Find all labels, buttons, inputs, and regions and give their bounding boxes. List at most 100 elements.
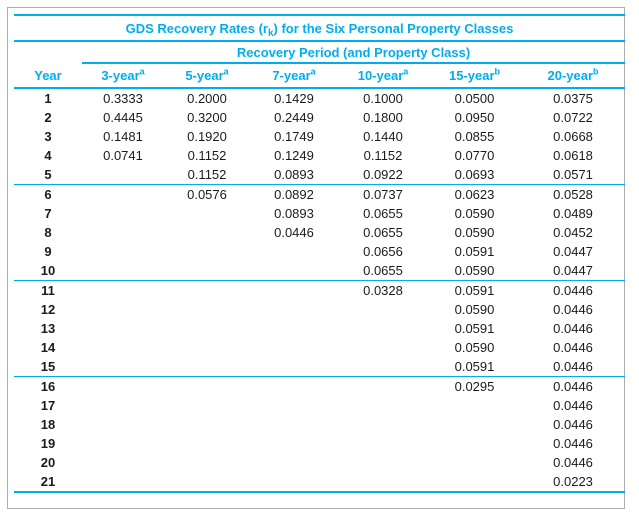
rate-cell [164,338,250,357]
rate-cell [82,357,164,377]
footnote-marker-a: a [403,66,409,77]
rate-cell [250,396,338,415]
rate-cell [82,165,164,185]
col-header-20-year: 20-yearb [521,63,626,89]
table-row-year-10: 10 0.0655 0.0590 0.0447 [14,261,626,281]
table-row-year-6: 6 0.0576 0.0892 0.0737 0.0623 0.0528 [14,185,625,205]
rate-cell [250,261,338,281]
rate-cell: 0.0446 [553,417,593,432]
year-cell: 11 [41,283,55,298]
rate-cell [164,300,250,319]
rate-cell [428,396,521,415]
rate-cell [250,377,338,397]
year-cell: 10 [14,261,82,281]
rate-cell: 0.1440 [363,129,403,144]
rate-cell: 0.0446 [553,340,593,355]
rate-cell [250,434,338,453]
rate-cell [250,357,338,377]
table-row-year-8: 8 0.0446 0.0655 0.0590 0.0452 [14,223,625,242]
rate-cell: 0.0489 [553,206,593,221]
rate-cell: 0.0571 [521,165,626,185]
table-title-prefix: GDS Recovery Rates (r [125,20,268,36]
rate-cell: 0.0528 [553,187,593,202]
rate-cell [428,415,521,434]
rate-cell: 0.0722 [553,110,593,125]
rate-cell: 0.1800 [363,110,403,125]
rate-cell [164,204,250,223]
rate-cell: 0.0446 [553,379,593,394]
table-row-year-4: 4 0.0741 0.1152 0.1249 0.1152 0.0770 0.0618 [14,146,625,165]
footnote-marker-a: a [223,66,229,77]
table-subtitle-row: Recovery Period (and Property Class) [14,41,626,64]
table-title-row: GDS Recovery Rates (rk) for the Six Pers… [14,14,626,42]
rate-cell: 0.0446 [553,455,593,470]
table-row-year-9: 9 0.0656 0.0591 0.0447 [14,242,625,261]
table-row-year-3: 3 0.1481 0.1920 0.1749 0.1440 0.0855 0.0668 [14,127,625,146]
table-row-year-1: 1 0.3333 0.2000 0.1429 0.1000 0.0500 0.0375 [14,88,625,108]
table-row-year-5: 5 0.1152 0.0893 0.0922 0.0693 0.0571 [14,165,626,185]
rate-cell [82,319,164,338]
rate-cell: 0.0668 [553,129,593,144]
year-cell: 3 [44,129,52,144]
rate-cell [82,453,164,472]
table-row-year-13: 13 0.0591 0.0446 [14,319,625,338]
year-cell: 17 [40,398,56,413]
table-row-year-17: 17 0.0446 [14,396,625,415]
rate-cell: 0.0446 [553,283,593,298]
rate-cell: 0.1481 [103,129,143,144]
rate-cell [82,300,164,319]
footnote-marker-a: a [139,66,145,77]
rate-cell: 0.0950 [454,110,495,125]
rate-cell: 0.0375 [553,91,593,106]
table-row-year-21: 21 0.0223 [14,472,626,493]
col-header-7-year: 7-yeara [250,63,338,89]
rate-cell [338,415,428,434]
rate-cell [82,204,164,223]
rate-cell [164,242,250,261]
rate-cell: 0.1152 [363,148,403,163]
rate-cell: 0.0446 [553,321,593,336]
table-row-year-2: 2 0.4445 0.3200 0.2449 0.1800 0.0950 0.0722 [14,108,625,127]
page-frame: GDS Recovery Rates (rk) for the Six Pers… [7,7,626,509]
rate-cell [164,453,250,472]
rate-cell [82,338,164,357]
rate-cell [82,242,164,261]
table-title: GDS Recovery Rates (rk) for the Six Pers… [14,14,626,42]
rate-cell [164,319,250,338]
rate-cell: 0.0590 [428,261,521,281]
rate-cell: 0.0447 [521,261,626,281]
table-row-year-16: 16 0.0295 0.0446 [14,377,625,397]
table-row-year-11: 11 0.0328 0.0591 0.0446 [14,281,625,301]
rate-cell: 0.3200 [187,110,227,125]
table-row-year-18: 18 0.0446 [14,415,625,434]
year-cell: 21 [14,472,82,493]
rate-cell: 0.0618 [553,148,593,163]
rate-cell: 0.0591 [454,244,495,259]
rate-cell [428,453,521,472]
year-cell: 1 [44,91,52,106]
rate-cell [164,261,250,281]
col-header-15-year: 15-yearb [428,63,521,89]
rate-cell [164,281,250,301]
rate-cell [82,261,164,281]
rate-cell: 0.0655 [363,206,403,221]
year-cell: 14 [40,340,56,355]
rate-cell: 0.0591 [454,321,495,336]
rate-cell: 0.0590 [454,340,495,355]
rate-cell [250,415,338,434]
table-row-year-19: 19 0.0446 [14,434,625,453]
rate-cell [82,472,164,493]
year-cell: 18 [40,417,56,432]
rate-cell [82,223,164,242]
rate-cell: 0.0590 [454,206,495,221]
rate-cell: 0.0590 [454,225,495,240]
rate-cell: 0.0223 [521,472,626,493]
rate-cell [250,300,338,319]
rate-cell: 0.2449 [274,110,314,125]
rate-cell: 0.0893 [250,165,338,185]
rate-cell: 0.1152 [164,165,250,185]
rate-cell [164,472,250,493]
table-body: 1 0.3333 0.2000 0.1429 0.1000 0.0500 0.0375 2 0.… [14,88,626,493]
year-cell: 7 [44,206,52,221]
rate-cell: 0.0500 [454,91,495,106]
